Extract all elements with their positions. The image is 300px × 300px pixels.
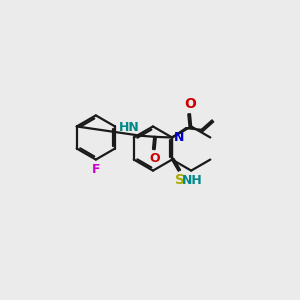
Text: NH: NH [182, 174, 202, 187]
Text: S: S [175, 173, 185, 188]
Text: O: O [184, 98, 196, 111]
Text: F: F [92, 163, 100, 176]
Text: HN: HN [119, 121, 140, 134]
Text: N: N [174, 131, 184, 144]
Text: O: O [149, 152, 160, 165]
